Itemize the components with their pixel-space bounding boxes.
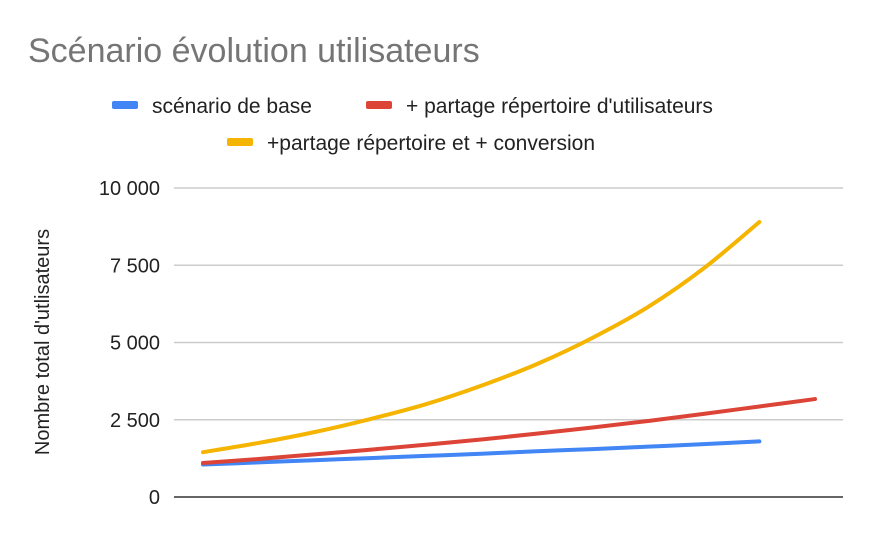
grid-lines bbox=[174, 187, 843, 498]
legend-swatch-partage bbox=[366, 101, 392, 109]
series-line-conversion bbox=[201, 219, 762, 455]
series-lines bbox=[201, 219, 817, 467]
series-line-partage bbox=[201, 397, 817, 466]
y-tick-label: 7 500 bbox=[110, 255, 160, 277]
y-axis-label: Nombre total d'utlisateurs bbox=[32, 229, 54, 455]
legend-label-base: scénario de base bbox=[152, 95, 312, 118]
y-tick-label: 2 500 bbox=[110, 410, 160, 432]
series-line-base bbox=[201, 439, 762, 467]
legend-swatch-conversion bbox=[227, 138, 253, 146]
chart-title: Scénario évolution utilisateurs bbox=[28, 32, 480, 70]
legend-swatch-base bbox=[112, 101, 138, 109]
legend-label-partage: + partage répertoire d'utilisateurs bbox=[406, 95, 713, 118]
y-tick-label: 5 000 bbox=[110, 333, 160, 355]
y-tick-label: 0 bbox=[149, 487, 160, 509]
y-axis-ticks: 0 2 500 5 000 7 500 10 000 bbox=[99, 178, 160, 509]
legend-label-conversion: +partage répertoire et + conversion bbox=[267, 132, 595, 155]
y-tick-label: 10 000 bbox=[99, 178, 160, 200]
legend: scénario de base + partage répertoire d'… bbox=[112, 95, 713, 155]
